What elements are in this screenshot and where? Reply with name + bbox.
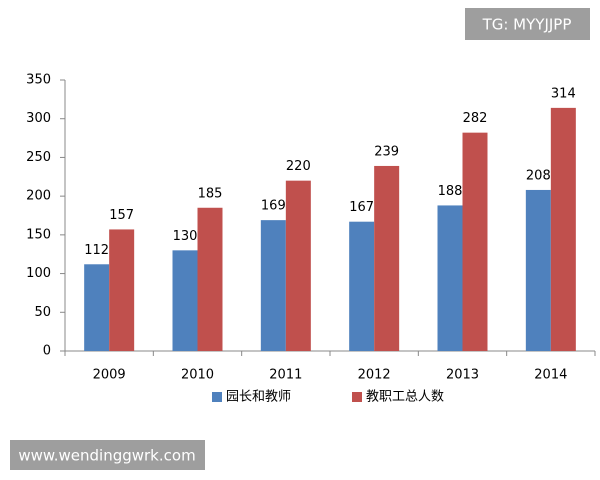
value-label: 130: [173, 229, 198, 244]
y-tick-label: 250: [26, 150, 51, 165]
y-tick-label: 150: [26, 227, 51, 242]
x-tick-label: 2011: [269, 368, 302, 383]
value-label: 112: [84, 243, 109, 258]
value-label: 185: [198, 186, 223, 201]
value-label: 188: [438, 184, 463, 199]
value-label: 157: [109, 208, 134, 223]
legend-label: 教职工总人数: [366, 389, 444, 405]
y-tick-label: 350: [26, 73, 51, 88]
x-tick-label: 2014: [534, 368, 567, 383]
bar: [84, 264, 110, 351]
y-tick-label: 200: [26, 189, 51, 204]
watermark-box: [10, 440, 205, 470]
bar: [349, 221, 375, 351]
value-label: 282: [463, 111, 488, 126]
value-label: 169: [261, 199, 286, 214]
bar: [260, 220, 286, 351]
bar: [109, 229, 135, 351]
y-tick-label: 50: [34, 305, 51, 320]
bar: [197, 207, 223, 351]
value-label: 239: [374, 144, 399, 159]
bar: [550, 107, 576, 351]
y-tick-label: 100: [26, 266, 51, 281]
x-tick-label: 2010: [181, 368, 214, 383]
value-label: 220: [286, 159, 311, 174]
value-label: 167: [349, 200, 374, 215]
y-tick-label: 0: [43, 344, 51, 359]
value-label: 314: [551, 86, 576, 101]
legend-marker: [352, 392, 362, 402]
bar: [437, 205, 463, 351]
x-tick-label: 2012: [358, 368, 391, 383]
bar: [462, 132, 488, 351]
x-tick-label: 2009: [93, 368, 126, 383]
legend-marker: [212, 392, 222, 402]
legend-label: 园长和教师: [226, 389, 291, 405]
x-tick-label: 2013: [446, 368, 479, 383]
value-label: 208: [526, 168, 551, 183]
bar: [285, 180, 311, 351]
bar: [172, 250, 198, 351]
watermark: www.wendinggwrk.com: [18, 447, 195, 465]
watermark-box: [465, 8, 590, 40]
watermark: TG: MYYJJPP: [482, 16, 572, 34]
y-tick-label: 300: [26, 111, 51, 126]
bar: [374, 165, 400, 351]
bar: [525, 189, 551, 351]
